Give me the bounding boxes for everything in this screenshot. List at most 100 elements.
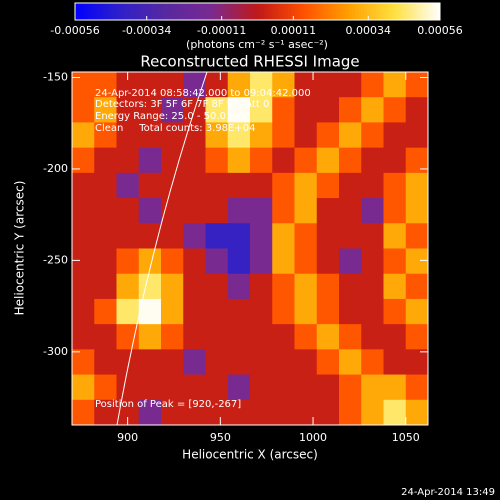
colorbar-swatch: [193, 3, 198, 20]
solar-limb: [116, 71, 208, 426]
heatmap-cell: [361, 399, 384, 426]
heatmap-cell: [205, 324, 229, 350]
heatmap-cell: [405, 97, 429, 123]
heatmap-cell: [272, 349, 295, 376]
x-tick-label: 900: [117, 431, 138, 444]
colorbar-swatch: [427, 3, 432, 20]
heatmap-cell: [294, 324, 318, 350]
heatmap-cell: [227, 324, 251, 350]
heatmap-cell: [383, 122, 407, 149]
heatmap-cell: [250, 349, 273, 376]
heatmap-cell: [116, 324, 140, 350]
annotation: Clean Total counts: 3.98E+04: [95, 123, 255, 134]
heatmap-cell: [250, 72, 273, 98]
heatmap-cell: [227, 147, 251, 174]
annotation: 24-Apr-2014 08:58:42.000 to 09:04:42.000: [95, 88, 311, 99]
heatmap-cell: [383, 72, 407, 98]
colorbar-swatch: [144, 3, 149, 20]
colorbar-swatch: [303, 3, 307, 20]
colorbar-swatch: [239, 3, 243, 20]
colorbar-swatch: [178, 3, 182, 20]
heatmap-cell: [161, 72, 184, 98]
x-axis-title: Heliocentric X (arcsec): [182, 448, 318, 462]
heatmap-cell: [227, 273, 251, 300]
heatmap-cell: [161, 97, 184, 123]
colorbar-swatch: [333, 3, 338, 20]
heatmap-cell: [294, 72, 318, 98]
colorbar-swatch: [151, 3, 155, 20]
colorbar-swatch: [397, 3, 401, 20]
heatmap-cell: [339, 97, 362, 123]
heatmap-cell: [272, 324, 295, 350]
heatmap-cell: [183, 147, 206, 174]
colorbar-swatch: [406, 3, 411, 20]
heatmap-cell: [272, 248, 295, 275]
colorbar-swatch: [236, 3, 240, 20]
colorbar-swatch: [102, 3, 106, 20]
heatmap-cell: [339, 248, 362, 275]
colorbar-swatch: [233, 3, 237, 20]
heatmap-cell: [116, 97, 140, 123]
heatmap-cell: [383, 172, 407, 199]
heatmap-cell: [405, 223, 429, 249]
heatmap-cell: [339, 273, 362, 300]
colorbar-swatch: [278, 3, 283, 20]
heatmap-cell: [94, 122, 117, 149]
heatmap-cell: [339, 72, 362, 98]
colorbar-swatch: [141, 3, 146, 20]
heatmap-cell: [294, 374, 318, 401]
heatmap-cell: [250, 122, 273, 149]
heatmap-cell: [72, 122, 95, 149]
heatmap-cell: [316, 147, 340, 174]
colorbar-swatch: [272, 3, 277, 20]
colorbar-swatch: [190, 3, 195, 20]
heatmap-cell: [205, 273, 229, 300]
heatmap-cell: [272, 298, 295, 325]
heatmap-cell: [116, 298, 140, 325]
heatmap-cell: [72, 349, 95, 376]
colorbar-swatch: [382, 3, 386, 20]
heatmap-cell: [183, 324, 206, 350]
colorbar-swatch: [135, 3, 140, 20]
colorbar-swatch: [199, 3, 204, 20]
heatmap-cell: [339, 223, 362, 249]
colorbar-swatch: [172, 3, 176, 20]
heatmap-cell: [294, 273, 318, 300]
heatmap-cell: [138, 248, 162, 275]
colorbar-swatch: [321, 3, 325, 20]
colorbar-swatch: [123, 3, 128, 20]
heatmap-cell: [405, 147, 429, 174]
heatmap-cell: [205, 374, 229, 401]
colorbar-swatch: [430, 3, 435, 20]
heatmap-cell: [316, 399, 340, 426]
heatmap-cell: [138, 72, 162, 98]
heatmap-cell: [138, 298, 162, 325]
heatmap-cell: [405, 324, 429, 350]
heatmap-cell: [250, 374, 273, 401]
plot-frame: [71, 71, 429, 426]
colorbar-swatch: [294, 3, 298, 20]
heatmap-cell: [94, 273, 117, 300]
colorbar-swatch: [357, 3, 362, 20]
colorbar-swatch: [327, 3, 331, 20]
heatmap-cell: [205, 122, 229, 149]
heatmap-cell: [361, 324, 384, 350]
heatmap-cell: [205, 399, 229, 426]
heatmap-cell: [339, 198, 362, 224]
colorbar-swatch: [214, 3, 219, 20]
colorbar-swatch: [300, 3, 304, 20]
heatmap-cell: [361, 223, 384, 249]
heatmap-cell: [361, 298, 384, 325]
heatmap-cell: [94, 349, 117, 376]
colorbar-swatch: [157, 3, 161, 20]
colorbar-swatch: [251, 3, 255, 20]
colorbar-swatch: [394, 3, 398, 20]
heatmap-cell: [116, 399, 140, 426]
heatmap-cell: [316, 374, 340, 401]
peak-label: Position of Peak = [920,-267]: [95, 399, 241, 410]
colorbar-tick-label: -0.00011: [197, 24, 246, 37]
colorbar-swatch: [99, 3, 103, 20]
colorbar-swatch: [348, 3, 353, 20]
heatmap-cell: [294, 172, 318, 199]
